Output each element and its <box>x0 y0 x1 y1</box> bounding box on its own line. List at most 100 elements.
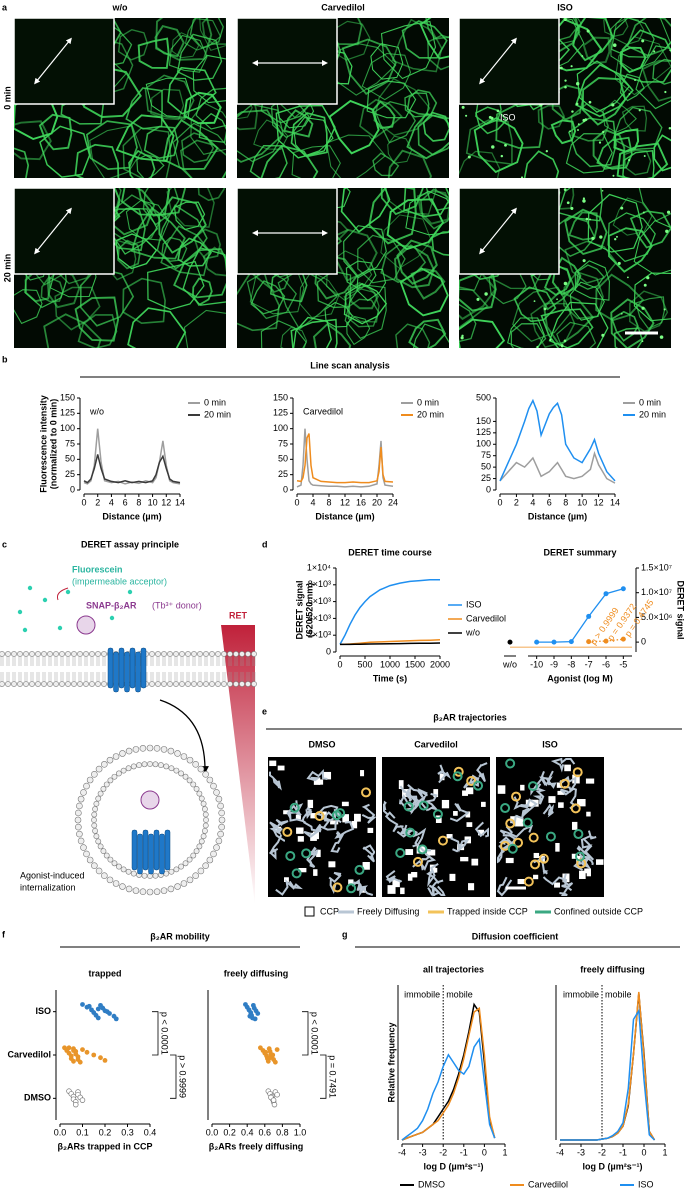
lipid-head <box>215 651 221 657</box>
data-point <box>66 1045 72 1051</box>
y-tick-label: 0 <box>283 484 288 494</box>
cell-membrane <box>607 227 654 273</box>
ccp <box>435 815 442 823</box>
vesicle-lipid <box>101 872 108 879</box>
vesicle-dot <box>490 116 494 120</box>
x-tick-label: 0 <box>337 659 342 669</box>
free-trajectory <box>385 870 403 884</box>
vesicle-lipid <box>93 833 100 840</box>
series-line <box>560 1008 656 1141</box>
ccp <box>360 770 365 777</box>
x-tick-label: 4 <box>310 497 315 507</box>
vesicle-dot <box>543 307 547 311</box>
vesicle-dot <box>641 340 644 343</box>
cell-membrane <box>422 111 449 142</box>
cell-membrane <box>412 323 449 348</box>
vesicle-lipid <box>163 763 170 770</box>
cell-membrane <box>543 263 572 296</box>
lipid-tail <box>66 657 70 666</box>
cell-membrane <box>201 18 226 45</box>
y-tick-label: 1×10⁴ <box>307 562 331 572</box>
vesicle-dot <box>563 188 567 191</box>
vesicle-lipid <box>167 747 175 755</box>
receptor-helix <box>124 651 130 693</box>
x-tick-label: 1.0 <box>294 1127 307 1137</box>
lipid-tail <box>186 672 190 681</box>
cell-membrane <box>197 188 226 202</box>
confined-trajectory <box>574 851 585 862</box>
trapped-trajectory <box>523 876 534 887</box>
confined-trajectory <box>301 848 312 859</box>
cell-membrane <box>537 104 566 130</box>
ccp <box>548 796 556 803</box>
lipid-head <box>185 681 191 687</box>
y-tick-label: 25 <box>278 469 288 479</box>
vesicle-lipid <box>115 863 122 870</box>
ccp <box>577 799 586 807</box>
x-tick-label: 4 <box>530 497 535 507</box>
vesicle-lipid <box>75 809 82 817</box>
vesicle-lipid <box>213 789 220 796</box>
data-point <box>255 1011 261 1016</box>
y-tick-label: 125 <box>273 408 288 418</box>
chart-title: all trajectories <box>423 964 484 974</box>
x-tick-label: 0.1 <box>76 1127 89 1137</box>
x-tick-label: -3 <box>577 1147 585 1157</box>
lipid-tail <box>60 672 64 681</box>
acceptor-label: Fluorescein <box>72 564 123 574</box>
trapped-trajectory <box>466 776 477 787</box>
y-tick-label: 75 <box>278 438 288 448</box>
trapped-trajectory <box>453 766 464 777</box>
cell-membrane <box>142 188 180 226</box>
cell-membrane <box>380 188 424 216</box>
cell-membrane <box>406 89 438 116</box>
x-tick-label: 6 <box>547 497 552 507</box>
y-tick-label: 6×10³ <box>308 596 331 606</box>
vesicle-lipid <box>91 771 98 778</box>
ccp <box>460 856 469 862</box>
lipid-tail <box>90 672 94 681</box>
x-tick-label: -4 <box>398 1147 406 1157</box>
cell-membrane <box>596 136 633 170</box>
cell-membrane <box>374 100 416 144</box>
ccp <box>387 885 396 894</box>
lipid-tail <box>24 657 28 666</box>
lipid-tail <box>216 657 220 666</box>
ccp <box>478 829 485 836</box>
cell-membrane <box>341 38 397 95</box>
lipid-head <box>179 651 185 657</box>
lipid-tail <box>36 672 40 681</box>
vesicle-lipid <box>106 756 114 764</box>
micrograph <box>236 187 449 348</box>
confined-trajectory <box>395 847 406 858</box>
lipid-head <box>221 681 227 687</box>
y-tick-label: 500 <box>476 392 491 402</box>
x-axis-label: log D (µm²s⁻¹) <box>424 1161 484 1171</box>
ccp <box>296 827 304 834</box>
vesicle-lipid <box>112 880 120 887</box>
trapped-trajectory <box>572 767 583 778</box>
lipid-tail <box>6 672 10 681</box>
vesicle-dot <box>642 211 645 214</box>
vesicle-lipid <box>160 887 168 894</box>
chart-title: freely diffusing <box>224 968 289 978</box>
free-trajectory <box>306 768 328 782</box>
data-point <box>270 1097 277 1103</box>
cell-membrane <box>564 240 618 284</box>
vesicle-lipid <box>190 781 197 788</box>
vesicle-lipid <box>217 830 224 838</box>
x-axis-label: β₂ARs freely diffusing <box>209 1141 304 1151</box>
ccp <box>398 780 404 790</box>
cell-membrane <box>198 112 226 144</box>
free-trajectory <box>383 800 389 816</box>
receptor-helix <box>131 829 138 871</box>
ccp <box>411 872 418 878</box>
lipid-head <box>95 681 101 687</box>
cell-membrane <box>427 34 449 71</box>
confined-trajectory <box>432 809 443 820</box>
trapped-trajectory <box>530 859 541 870</box>
ccp <box>330 820 339 825</box>
trapped-trajectory <box>282 826 293 837</box>
lipid-head <box>251 651 257 657</box>
vesicle-dot <box>628 158 631 162</box>
